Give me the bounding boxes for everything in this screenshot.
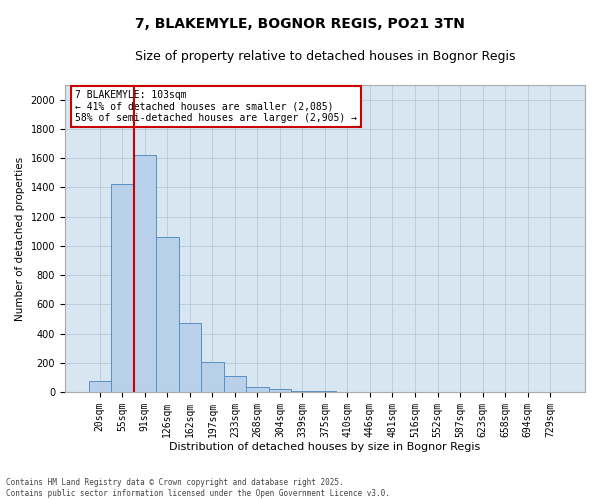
Title: Size of property relative to detached houses in Bognor Regis: Size of property relative to detached ho… xyxy=(135,50,515,63)
Bar xyxy=(291,390,314,392)
Bar xyxy=(179,324,201,392)
Bar xyxy=(89,381,111,392)
Bar xyxy=(134,155,156,392)
Text: 7 BLAKEMYLE: 103sqm
← 41% of detached houses are smaller (2,085)
58% of semi-det: 7 BLAKEMYLE: 103sqm ← 41% of detached ho… xyxy=(76,90,358,123)
Y-axis label: Number of detached properties: Number of detached properties xyxy=(15,156,25,320)
Bar xyxy=(111,184,134,392)
Text: 7, BLAKEMYLE, BOGNOR REGIS, PO21 3TN: 7, BLAKEMYLE, BOGNOR REGIS, PO21 3TN xyxy=(135,18,465,32)
Bar xyxy=(224,376,246,392)
Bar xyxy=(156,237,179,392)
Bar xyxy=(201,362,224,392)
Bar xyxy=(269,389,291,392)
X-axis label: Distribution of detached houses by size in Bognor Regis: Distribution of detached houses by size … xyxy=(169,442,481,452)
Text: Contains HM Land Registry data © Crown copyright and database right 2025.
Contai: Contains HM Land Registry data © Crown c… xyxy=(6,478,390,498)
Bar xyxy=(246,387,269,392)
Bar xyxy=(314,391,336,392)
